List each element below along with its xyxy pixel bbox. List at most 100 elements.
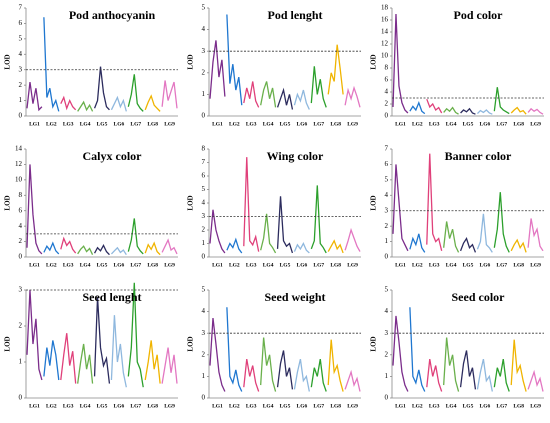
x-tick-label: LG2	[229, 262, 240, 268]
x-tick-label: LG6	[297, 403, 308, 409]
y-tick-label: 1	[385, 372, 389, 380]
lod-curve	[527, 107, 544, 115]
y-axis-label: LOD	[187, 195, 195, 210]
lod-curve	[493, 192, 510, 253]
chart-title: Banner color	[445, 149, 512, 163]
x-tick-label: LG9	[164, 262, 175, 268]
y-tick-label: 0	[202, 253, 206, 261]
x-tick-label: LG8	[330, 121, 341, 127]
lod-curve	[426, 153, 443, 251]
x-tick-label: LG3	[429, 262, 440, 268]
lod-curve	[426, 359, 443, 392]
y-tick-label: 18	[381, 4, 389, 12]
y-tick-label: 2	[202, 350, 206, 358]
x-tick-label: LG7	[313, 403, 324, 409]
lod-curve	[443, 221, 460, 253]
y-axis-label: LOD	[187, 54, 195, 69]
y-tick-label: 4	[19, 50, 23, 58]
x-tick-label: LG5	[463, 121, 474, 127]
x-tick-label: LG6	[480, 403, 491, 409]
y-tick-label: 6	[202, 172, 206, 180]
y-tick-label: 5	[385, 175, 389, 183]
lod-curve	[60, 333, 77, 384]
x-tick-label: LG6	[297, 262, 308, 268]
lod-curve	[510, 238, 527, 253]
x-tick-label: LG3	[429, 121, 440, 127]
x-tick-label: LG7	[313, 121, 324, 127]
lod-curve	[344, 85, 361, 108]
lod-curve	[527, 369, 544, 392]
lod-curve	[409, 100, 426, 115]
y-tick-label: 12	[15, 160, 23, 168]
lod-curve	[276, 196, 294, 254]
y-tick-label: 8	[385, 64, 389, 72]
y-axis-label: LOD	[187, 336, 195, 351]
lod-curve	[392, 13, 409, 114]
y-tick-label: 2	[202, 68, 206, 76]
x-tick-label: LG6	[114, 403, 125, 409]
x-tick-label: LG8	[513, 403, 524, 409]
y-tick-label: 10	[15, 175, 23, 183]
y-tick-label: 3	[202, 47, 206, 55]
x-tick-label: LG5	[97, 403, 108, 409]
x-tick-label: LG3	[63, 262, 74, 268]
lod-curve	[144, 340, 161, 384]
y-tick-label: 3	[385, 329, 389, 337]
y-tick-label: 5	[202, 185, 206, 193]
x-tick-label: LG7	[496, 121, 507, 127]
chart-title: Pod lenght	[267, 8, 322, 22]
y-tick-label: 1	[385, 237, 389, 245]
x-tick-label: LG6	[114, 121, 125, 127]
lod-curve	[93, 244, 110, 256]
y-tick-label: 7	[202, 158, 206, 166]
lod-curve	[127, 74, 144, 112]
lod-curve	[344, 369, 361, 392]
lod-curve	[310, 185, 327, 254]
y-tick-label: 3	[385, 206, 389, 214]
x-tick-label: LG7	[130, 403, 141, 409]
lod-curve	[226, 14, 243, 106]
lod-curve	[476, 109, 493, 115]
lod-curve	[144, 241, 161, 256]
x-tick-label: LG5	[280, 403, 291, 409]
x-tick-label: LG8	[330, 403, 341, 409]
y-tick-label: 7	[385, 145, 389, 153]
lod-curve	[260, 213, 277, 254]
y-tick-label: 1	[202, 372, 206, 380]
x-tick-label: LG2	[46, 403, 57, 409]
y-tick-label: 0	[385, 253, 389, 261]
lod-curve	[510, 106, 527, 115]
lod-curve	[493, 359, 510, 392]
x-tick-label: LG1	[395, 403, 406, 409]
lod-curve	[392, 315, 409, 392]
x-tick-label: LG1	[212, 403, 223, 409]
lod-curve	[276, 350, 294, 390]
lod-curve	[26, 164, 43, 255]
x-tick-label: LG6	[480, 121, 491, 127]
lod-curve	[527, 218, 544, 252]
lod-curve	[293, 242, 310, 254]
lod-curve	[243, 359, 260, 392]
y-tick-label: 14	[381, 28, 389, 36]
y-tick-label: 3	[202, 329, 206, 337]
lod-curve	[327, 44, 344, 95]
x-tick-label: LG6	[114, 262, 125, 268]
y-tick-label: 3	[19, 65, 23, 73]
y-tick-label: 14	[15, 145, 23, 153]
lod-curve	[127, 218, 144, 255]
lod-curve	[260, 81, 277, 108]
lod-curve	[293, 89, 310, 110]
x-tick-label: LG8	[513, 262, 524, 268]
y-tick-label: 4	[385, 88, 389, 96]
x-tick-label: LG3	[63, 403, 74, 409]
lod-curve	[161, 347, 178, 384]
x-tick-label: LG4	[80, 262, 91, 268]
x-tick-label: LG2	[412, 262, 423, 268]
x-tick-label: LG9	[347, 403, 358, 409]
lod-curve	[26, 289, 43, 381]
x-tick-label: LG6	[297, 121, 308, 127]
lod-curve	[460, 107, 476, 115]
y-axis-label: LOD	[4, 336, 12, 351]
y-tick-label: 0	[19, 112, 23, 120]
y-tick-label: 5	[19, 34, 23, 42]
